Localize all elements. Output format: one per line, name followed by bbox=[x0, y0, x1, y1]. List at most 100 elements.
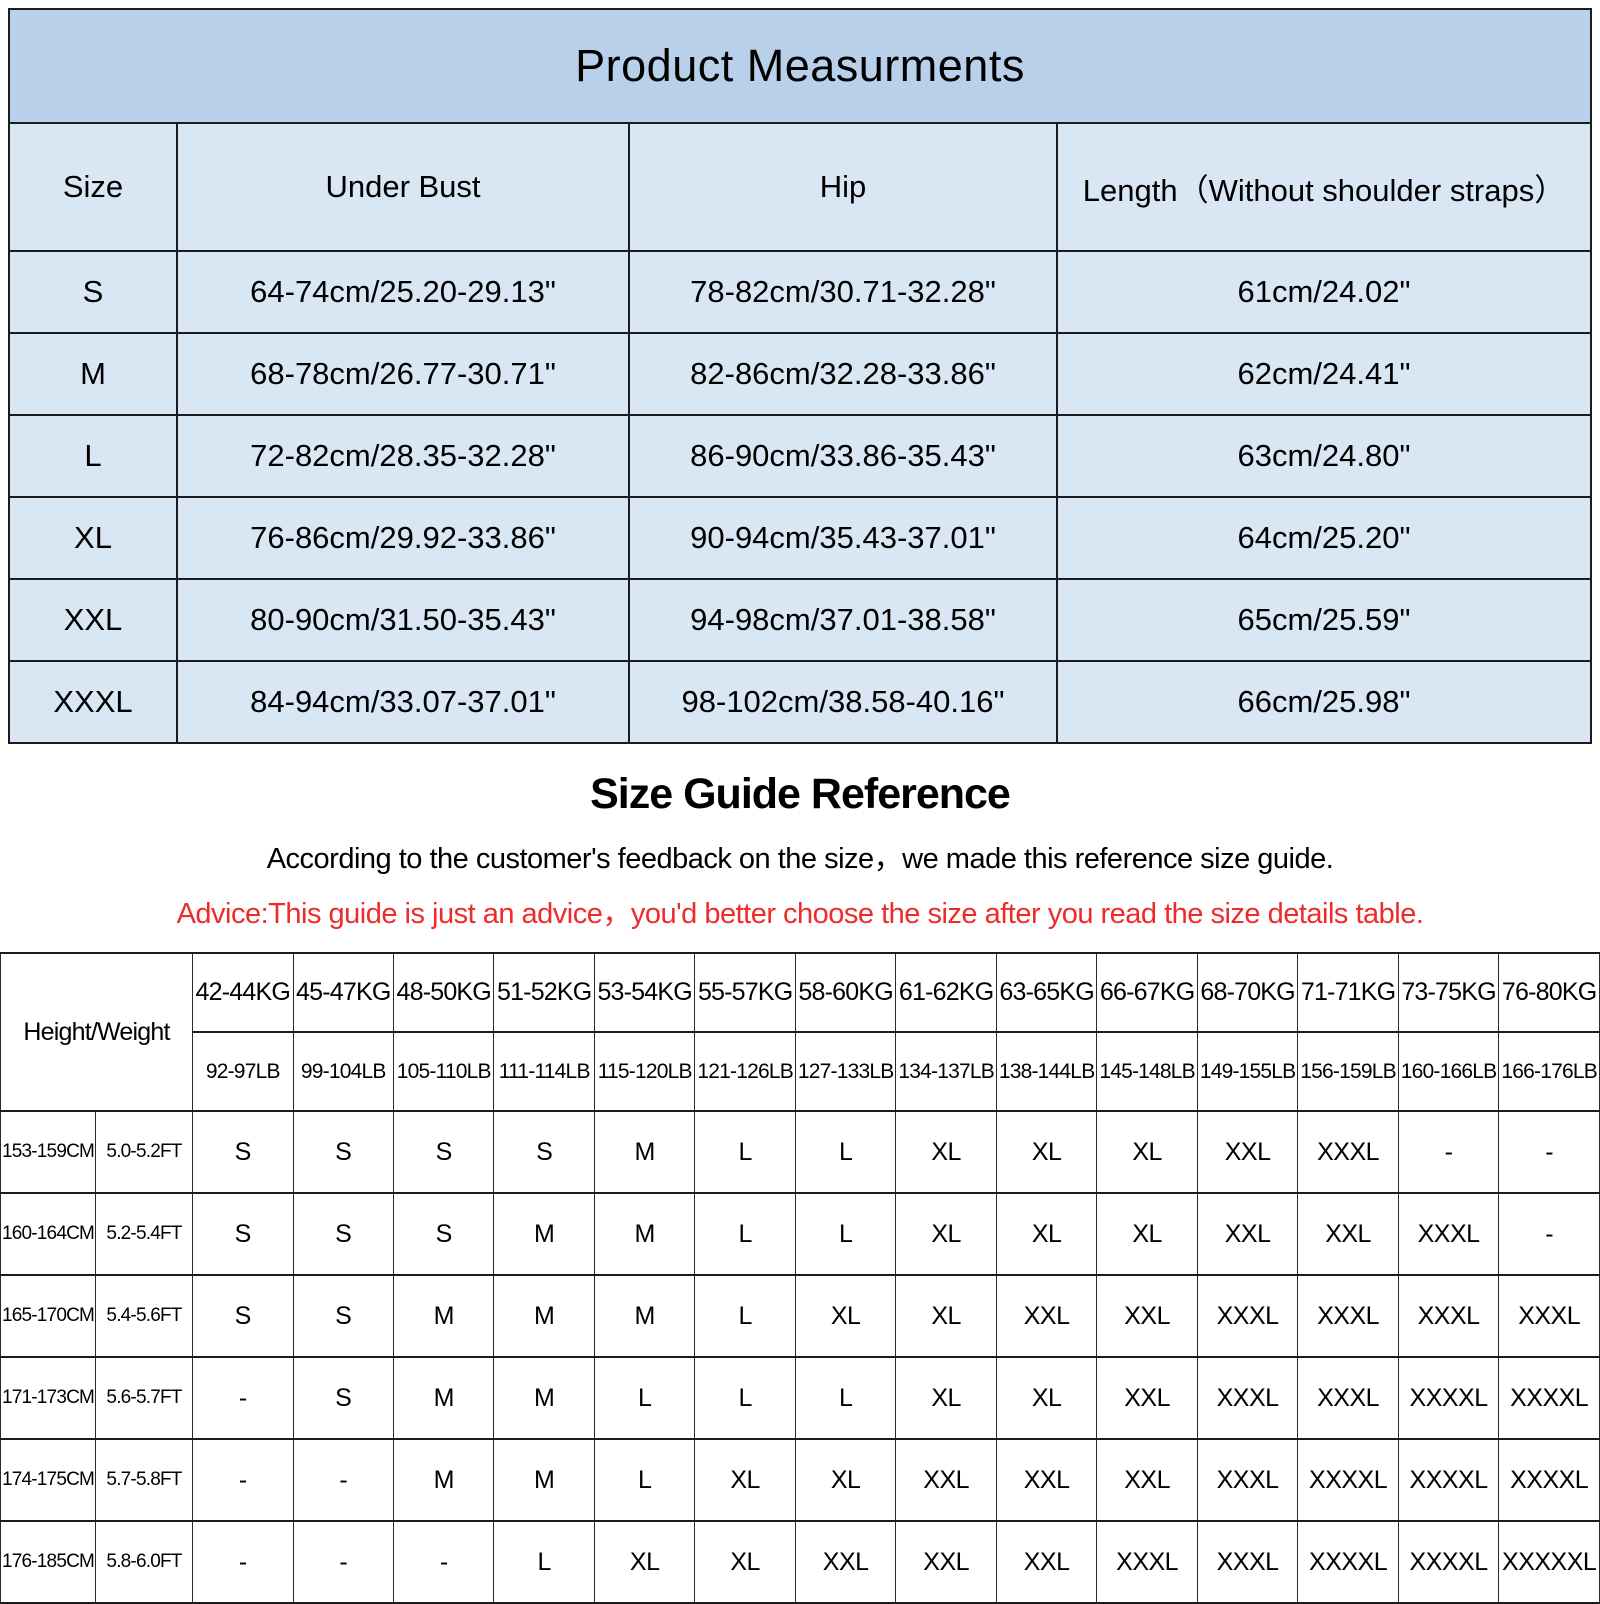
recommended-size-cell: XXL bbox=[995, 1438, 1098, 1522]
weight-lb-header-cell: 145-148LB bbox=[1096, 1031, 1198, 1112]
weight-kg-header-cell: 53-54KG bbox=[593, 952, 696, 1033]
measurement-value-cell: 90-94cm/35.43-37.01" bbox=[628, 496, 1058, 580]
recommended-size-cell: XXXL bbox=[1498, 1274, 1600, 1358]
weight-lb-header-cell: 99-104LB bbox=[292, 1031, 394, 1112]
recommended-size-cell: M bbox=[392, 1356, 495, 1440]
recommended-size-cell: S bbox=[292, 1110, 394, 1194]
recommended-size-cell: L bbox=[593, 1356, 696, 1440]
recommended-size-cell: XXL bbox=[1096, 1356, 1198, 1440]
recommended-size-cell: XL bbox=[794, 1438, 897, 1522]
measurement-value-cell: 72-82cm/28.35-32.28" bbox=[176, 414, 630, 498]
height-cm-cell: 160-164CM bbox=[0, 1192, 96, 1276]
recommended-size-cell: M bbox=[493, 1438, 595, 1522]
weight-lb-header-cell: 160-166LB bbox=[1397, 1031, 1500, 1112]
recommended-size-cell: XL bbox=[995, 1192, 1098, 1276]
measurements-section: Product Measurments Size Under Bust Hip … bbox=[0, 0, 1600, 744]
measurement-value-cell: 61cm/24.02" bbox=[1056, 250, 1592, 334]
weight-lb-header-cell: 156-159LB bbox=[1297, 1031, 1399, 1112]
height-cm-cell: 165-170CM bbox=[0, 1274, 96, 1358]
size-guide-subtitle: According to the customer's feedback on … bbox=[266, 843, 1334, 875]
recommended-size-cell: L bbox=[694, 1274, 796, 1358]
height-cm-cell: 153-159CM bbox=[0, 1110, 96, 1194]
recommended-size-cell: - bbox=[192, 1356, 294, 1440]
height-cm-cell: 174-175CM bbox=[0, 1438, 96, 1522]
measurement-value-cell: 94-98cm/37.01-38.58" bbox=[628, 578, 1058, 662]
recommended-size-cell: S bbox=[192, 1274, 294, 1358]
reference-table: Height/Weight 42-44KG 45-47KG 48-50KG 51-52… bbox=[0, 952, 1600, 1604]
recommended-size-cell: XXL bbox=[1196, 1110, 1299, 1194]
recommended-size-cell: XL bbox=[895, 1356, 997, 1440]
recommended-size-cell: XXL bbox=[794, 1520, 897, 1604]
weight-lb-header-cell: 111-114LB bbox=[493, 1031, 595, 1112]
recommended-size-cell: L bbox=[694, 1356, 796, 1440]
corner-label: Height/Weight bbox=[0, 952, 194, 1112]
col-header-size: Size bbox=[8, 122, 178, 252]
weight-kg-header-cell: 71-71KG bbox=[1297, 952, 1399, 1033]
recommended-size-cell: L bbox=[593, 1438, 696, 1522]
measurement-value-cell: 64cm/25.20" bbox=[1056, 496, 1592, 580]
measurement-value-cell: 86-90cm/33.86-35.43" bbox=[628, 414, 1058, 498]
reference-table-body: 153-159CM 5.0-5.2FT S S S S M L L XL XL XL XXL XXXL - -… bbox=[0, 1110, 1600, 1604]
recommended-size-cell: XL bbox=[794, 1274, 897, 1358]
recommended-size-cell: XXXL bbox=[1297, 1356, 1399, 1440]
recommended-size-cell: - bbox=[1498, 1192, 1600, 1276]
weight-lb-header-cell: 105-110LB bbox=[392, 1031, 495, 1112]
col-header-hip: Hip bbox=[628, 122, 1058, 252]
recommended-size-cell: M bbox=[593, 1110, 696, 1194]
height-ft-cell: 5.0-5.2FT bbox=[94, 1110, 194, 1194]
measurement-value-cell: 62cm/24.41" bbox=[1056, 332, 1592, 416]
recommended-size-cell: - bbox=[1397, 1110, 1500, 1194]
recommended-size-cell: XXXL bbox=[1297, 1274, 1399, 1358]
recommended-size-cell: - bbox=[1498, 1110, 1600, 1194]
recommended-size-cell: XXXXXL bbox=[1498, 1520, 1600, 1604]
weight-kg-header-cell: 76-80KG bbox=[1498, 952, 1600, 1033]
recommended-size-cell: L bbox=[794, 1110, 897, 1194]
recommended-size-cell: - bbox=[192, 1438, 294, 1522]
measurement-value-cell: 65cm/25.59" bbox=[1056, 578, 1592, 662]
recommended-size-cell: XXXL bbox=[1297, 1110, 1399, 1194]
measurement-value-cell: 68-78cm/26.77-30.71" bbox=[176, 332, 630, 416]
size-label-cell: S bbox=[8, 250, 178, 334]
recommended-size-cell: S bbox=[392, 1110, 495, 1194]
height-ft-cell: 5.8-6.0FT bbox=[94, 1520, 194, 1604]
measurement-value-cell: 76-86cm/29.92-33.86" bbox=[176, 496, 630, 580]
recommended-size-cell: XXXXL bbox=[1498, 1356, 1600, 1440]
recommended-size-cell: XXXXL bbox=[1498, 1438, 1600, 1522]
recommended-size-cell: XXL bbox=[1196, 1192, 1299, 1276]
recommended-size-cell: - bbox=[392, 1520, 495, 1604]
weight-kg-header-cell: 61-62KG bbox=[895, 952, 997, 1033]
measurements-header-row: Size Under Bust Hip Length（Without shoul… bbox=[8, 122, 1592, 252]
recommended-size-cell: XXXXL bbox=[1297, 1520, 1399, 1604]
recommended-size-cell: XL bbox=[895, 1110, 997, 1194]
height-ft-cell: 5.2-5.4FT bbox=[94, 1192, 194, 1276]
reference-row: 153-159CM 5.0-5.2FT S S S S M L L XL XL XL XXL XXXL - - bbox=[0, 1110, 1600, 1194]
measurement-value-cell: 84-94cm/33.07-37.01" bbox=[176, 660, 630, 744]
recommended-size-cell: XL bbox=[694, 1438, 796, 1522]
weight-kg-header-cell: 45-47KG bbox=[292, 952, 394, 1033]
recommended-size-cell: M bbox=[493, 1356, 595, 1440]
recommended-size-cell: XXXL bbox=[1196, 1438, 1299, 1522]
recommended-size-cell: XXXXL bbox=[1297, 1438, 1399, 1522]
recommended-size-cell: XL bbox=[694, 1520, 796, 1604]
recommended-size-cell: XXL bbox=[895, 1438, 997, 1522]
recommended-size-cell: XXL bbox=[1297, 1192, 1399, 1276]
recommended-size-cell: XL bbox=[995, 1356, 1098, 1440]
recommended-size-cell: XXL bbox=[1096, 1274, 1198, 1358]
weight-kg-header-cell: 73-75KG bbox=[1397, 952, 1500, 1033]
recommended-size-cell: S bbox=[292, 1356, 394, 1440]
recommended-size-cell: S bbox=[493, 1110, 595, 1194]
recommended-size-cell: L bbox=[493, 1520, 595, 1604]
weight-lb-header-cell: 166-176LB bbox=[1498, 1031, 1600, 1112]
recommended-size-cell: XXXL bbox=[1096, 1520, 1198, 1604]
recommended-size-cell: M bbox=[493, 1274, 595, 1358]
recommended-size-cell: M bbox=[493, 1192, 595, 1276]
size-guide-title: Size Guide Reference bbox=[590, 770, 1011, 818]
reference-row: 176-185CM 5.8-6.0FT - - - L XL XL XXL XXL XXL XXXL X… bbox=[0, 1520, 1600, 1604]
height-ft-cell: 5.7-5.8FT bbox=[94, 1438, 194, 1522]
height-cm-cell: 176-185CM bbox=[0, 1520, 96, 1604]
measurements-table: Product Measurments Size Under Bust Hip … bbox=[8, 8, 1592, 744]
recommended-size-cell: L bbox=[794, 1356, 897, 1440]
recommended-size-cell: XXXXL bbox=[1397, 1520, 1500, 1604]
recommended-size-cell: XL bbox=[995, 1110, 1098, 1194]
recommended-size-cell: XXXL bbox=[1397, 1274, 1500, 1358]
